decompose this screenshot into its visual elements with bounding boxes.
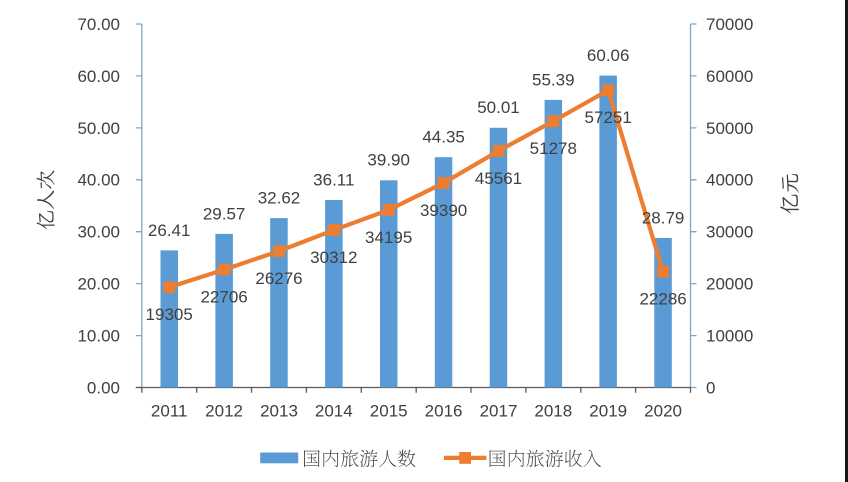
svg-text:44.35: 44.35 bbox=[422, 128, 465, 147]
svg-text:60000: 60000 bbox=[706, 67, 753, 86]
svg-text:39.90: 39.90 bbox=[367, 151, 410, 170]
svg-text:26.41: 26.41 bbox=[148, 221, 191, 240]
svg-text:51278: 51278 bbox=[530, 139, 577, 158]
svg-text:34195: 34195 bbox=[365, 228, 412, 247]
svg-text:28.79: 28.79 bbox=[642, 208, 685, 227]
svg-text:70000: 70000 bbox=[706, 15, 753, 34]
svg-text:70.00: 70.00 bbox=[77, 15, 120, 34]
svg-text:36.11: 36.11 bbox=[313, 170, 354, 189]
svg-text:2020: 2020 bbox=[644, 401, 682, 420]
svg-text:0: 0 bbox=[706, 378, 715, 397]
svg-text:57251: 57251 bbox=[585, 108, 632, 127]
svg-text:32.62: 32.62 bbox=[258, 189, 301, 208]
svg-text:2017: 2017 bbox=[480, 401, 518, 420]
svg-text:60.00: 60.00 bbox=[77, 67, 120, 86]
svg-text:29.57: 29.57 bbox=[203, 204, 246, 223]
svg-text:2011: 2011 bbox=[151, 401, 188, 420]
svg-text:50.00: 50.00 bbox=[77, 119, 120, 138]
svg-text:2013: 2013 bbox=[260, 401, 298, 420]
svg-text:39390: 39390 bbox=[420, 201, 467, 220]
svg-text:40.00: 40.00 bbox=[77, 171, 120, 190]
svg-text:2016: 2016 bbox=[425, 401, 463, 420]
svg-text:60.06: 60.06 bbox=[587, 46, 630, 65]
svg-text:40000: 40000 bbox=[706, 171, 753, 190]
svg-text:22706: 22706 bbox=[200, 288, 247, 307]
svg-text:0.00: 0.00 bbox=[87, 378, 120, 397]
svg-text:50.01: 50.01 bbox=[477, 98, 520, 117]
svg-text:20000: 20000 bbox=[706, 275, 753, 294]
svg-text:10000: 10000 bbox=[706, 327, 753, 346]
svg-text:2019: 2019 bbox=[589, 401, 627, 420]
svg-text:22286: 22286 bbox=[639, 290, 686, 309]
svg-text:2018: 2018 bbox=[534, 401, 572, 420]
svg-text:50000: 50000 bbox=[706, 119, 753, 138]
svg-text:30000: 30000 bbox=[706, 223, 753, 242]
svg-text:30312: 30312 bbox=[310, 248, 357, 267]
svg-text:2015: 2015 bbox=[370, 401, 408, 420]
svg-text:45561: 45561 bbox=[475, 169, 522, 188]
svg-text:30.00: 30.00 bbox=[77, 223, 120, 242]
svg-text:2012: 2012 bbox=[205, 401, 243, 420]
svg-text:19305: 19305 bbox=[146, 305, 193, 324]
svg-text:2014: 2014 bbox=[315, 401, 353, 420]
svg-text:20.00: 20.00 bbox=[77, 275, 120, 294]
svg-text:26276: 26276 bbox=[255, 269, 302, 288]
svg-text:55.39: 55.39 bbox=[532, 70, 575, 89]
svg-text:10.00: 10.00 bbox=[77, 327, 120, 346]
